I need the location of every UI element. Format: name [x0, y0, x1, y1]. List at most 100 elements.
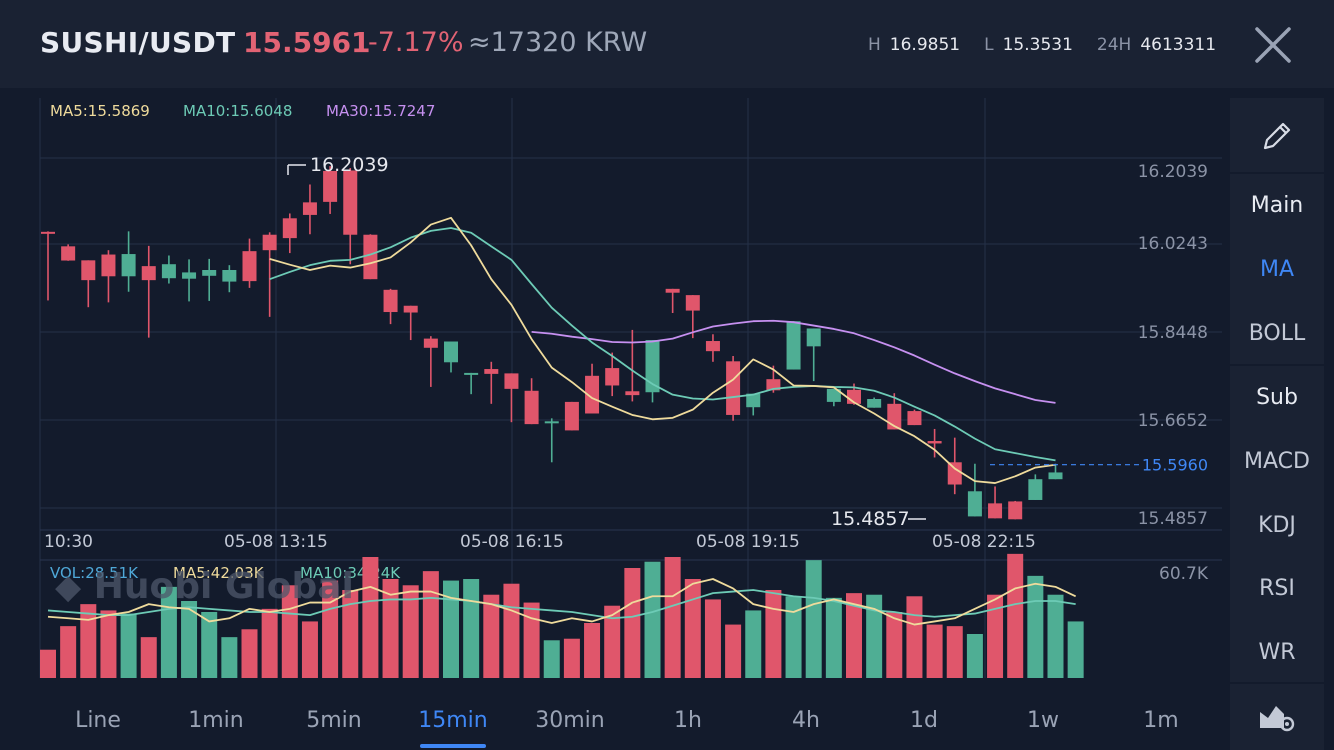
- candle[interactable]: [142, 246, 156, 338]
- candle[interactable]: [263, 232, 277, 317]
- candle-body: [384, 290, 398, 312]
- candle[interactable]: [162, 256, 176, 284]
- candle[interactable]: [968, 464, 982, 517]
- volume-bar: [544, 640, 560, 678]
- candle[interactable]: [625, 330, 639, 402]
- krw-equivalent: ≈17320 KRW: [468, 27, 647, 58]
- candle-body: [484, 369, 498, 374]
- candle[interactable]: [243, 239, 257, 288]
- edit-drawing-button[interactable]: [1230, 98, 1324, 172]
- candle[interactable]: [948, 438, 962, 495]
- candle[interactable]: [525, 378, 539, 424]
- volume-bar: [1007, 554, 1023, 678]
- pair-title[interactable]: SUSHI/USDT: [40, 26, 235, 59]
- volume-bar: [826, 598, 842, 678]
- candle[interactable]: [343, 168, 357, 264]
- candle-body: [122, 254, 136, 276]
- price-axis-label: 15.8448: [1138, 323, 1208, 343]
- candle[interactable]: [1028, 474, 1042, 500]
- volume-bar: [786, 596, 802, 678]
- candle[interactable]: [122, 231, 136, 291]
- tab-4h[interactable]: 4h: [751, 708, 861, 733]
- close-button[interactable]: [1250, 22, 1296, 68]
- candle[interactable]: [787, 321, 801, 369]
- candle[interactable]: [303, 184, 317, 234]
- indicator-ma[interactable]: MA: [1230, 257, 1324, 282]
- candle[interactable]: [444, 342, 458, 373]
- candle-body: [867, 399, 881, 408]
- tab-1w[interactable]: 1w: [988, 708, 1098, 733]
- indicator-wr[interactable]: WR: [1230, 640, 1324, 665]
- volume-bar: [60, 626, 76, 678]
- tab-5min[interactable]: 5min: [279, 708, 389, 733]
- candle-body: [726, 361, 740, 415]
- candle[interactable]: [988, 486, 1002, 518]
- tab-1min[interactable]: 1min: [161, 708, 271, 733]
- candle[interactable]: [1008, 501, 1022, 519]
- sidebar-divider: [1230, 364, 1324, 366]
- candle[interactable]: [61, 244, 75, 260]
- indicator-kdj[interactable]: KDJ: [1230, 513, 1324, 538]
- volume-bar: [121, 614, 137, 678]
- candle[interactable]: [384, 289, 398, 324]
- tab-15min[interactable]: 15min: [398, 708, 508, 733]
- candle-body: [928, 441, 942, 443]
- candle[interactable]: [726, 356, 740, 421]
- volume-axis-label: 60.7K: [1159, 564, 1209, 584]
- indicator-boll[interactable]: BOLL: [1230, 321, 1324, 346]
- volume-bar: [1068, 621, 1084, 678]
- candle[interactable]: [222, 265, 236, 292]
- candle[interactable]: [504, 373, 518, 422]
- pencil-icon: [1259, 118, 1295, 154]
- candle[interactable]: [907, 410, 921, 425]
- candle[interactable]: [706, 334, 720, 362]
- sidebar-divider: [1230, 172, 1324, 174]
- candle-body: [605, 368, 619, 385]
- indicator-macd[interactable]: MACD: [1230, 449, 1324, 474]
- candle-body: [61, 246, 75, 260]
- legend-ma10: MA10:15.6048: [183, 102, 292, 120]
- candle-body: [101, 255, 115, 277]
- close-icon: [1250, 22, 1296, 68]
- legend-ma30: MA30:15.7247: [326, 102, 435, 120]
- candle[interactable]: [666, 289, 680, 313]
- candle[interactable]: [41, 231, 55, 300]
- candle[interactable]: [545, 418, 559, 462]
- candle-body: [81, 260, 95, 280]
- candle[interactable]: [283, 213, 297, 253]
- candle[interactable]: [565, 402, 579, 431]
- tab-1d[interactable]: 1d: [869, 708, 979, 733]
- volume-24h-value: 4613311: [1140, 35, 1216, 55]
- main-indicator-heading: Main: [1230, 193, 1324, 218]
- candle[interactable]: [464, 373, 478, 394]
- candle-body: [787, 321, 801, 369]
- tab-line[interactable]: Line: [43, 708, 153, 733]
- candle[interactable]: [182, 259, 196, 301]
- kline-chart-area[interactable]: MA5:15.5869 MA10:15.6048 MA30:15.7247 16…: [0, 88, 1230, 688]
- candle-body: [625, 391, 639, 395]
- active-tab-indicator: [420, 744, 486, 748]
- candle[interactable]: [646, 340, 660, 402]
- time-axis: 10:30 05-08 13:15 05-08 16:15 05-08 19:15 05…: [44, 532, 1036, 552]
- candle-body: [565, 402, 579, 431]
- candle[interactable]: [101, 250, 115, 302]
- candle[interactable]: [585, 364, 599, 414]
- candle[interactable]: [867, 398, 881, 408]
- tab-1h[interactable]: 1h: [633, 708, 743, 733]
- volume-bar: [503, 584, 519, 678]
- low-value: 15.3531: [1003, 35, 1073, 55]
- candle[interactable]: [81, 260, 95, 307]
- candle-body: [303, 202, 317, 215]
- volume-bar: [362, 557, 378, 678]
- tab-1m[interactable]: 1m: [1106, 708, 1216, 733]
- indicator-rsi[interactable]: RSI: [1230, 576, 1324, 601]
- time-axis-label: 05-08 13:15: [224, 532, 328, 552]
- candle[interactable]: [424, 336, 438, 387]
- candle[interactable]: [404, 306, 418, 340]
- tab-30min[interactable]: 30min: [515, 708, 625, 733]
- candle[interactable]: [807, 328, 821, 381]
- candle[interactable]: [202, 259, 216, 301]
- candle-body: [1049, 472, 1063, 479]
- chart-settings-button[interactable]: [1230, 688, 1324, 748]
- candle[interactable]: [484, 362, 498, 404]
